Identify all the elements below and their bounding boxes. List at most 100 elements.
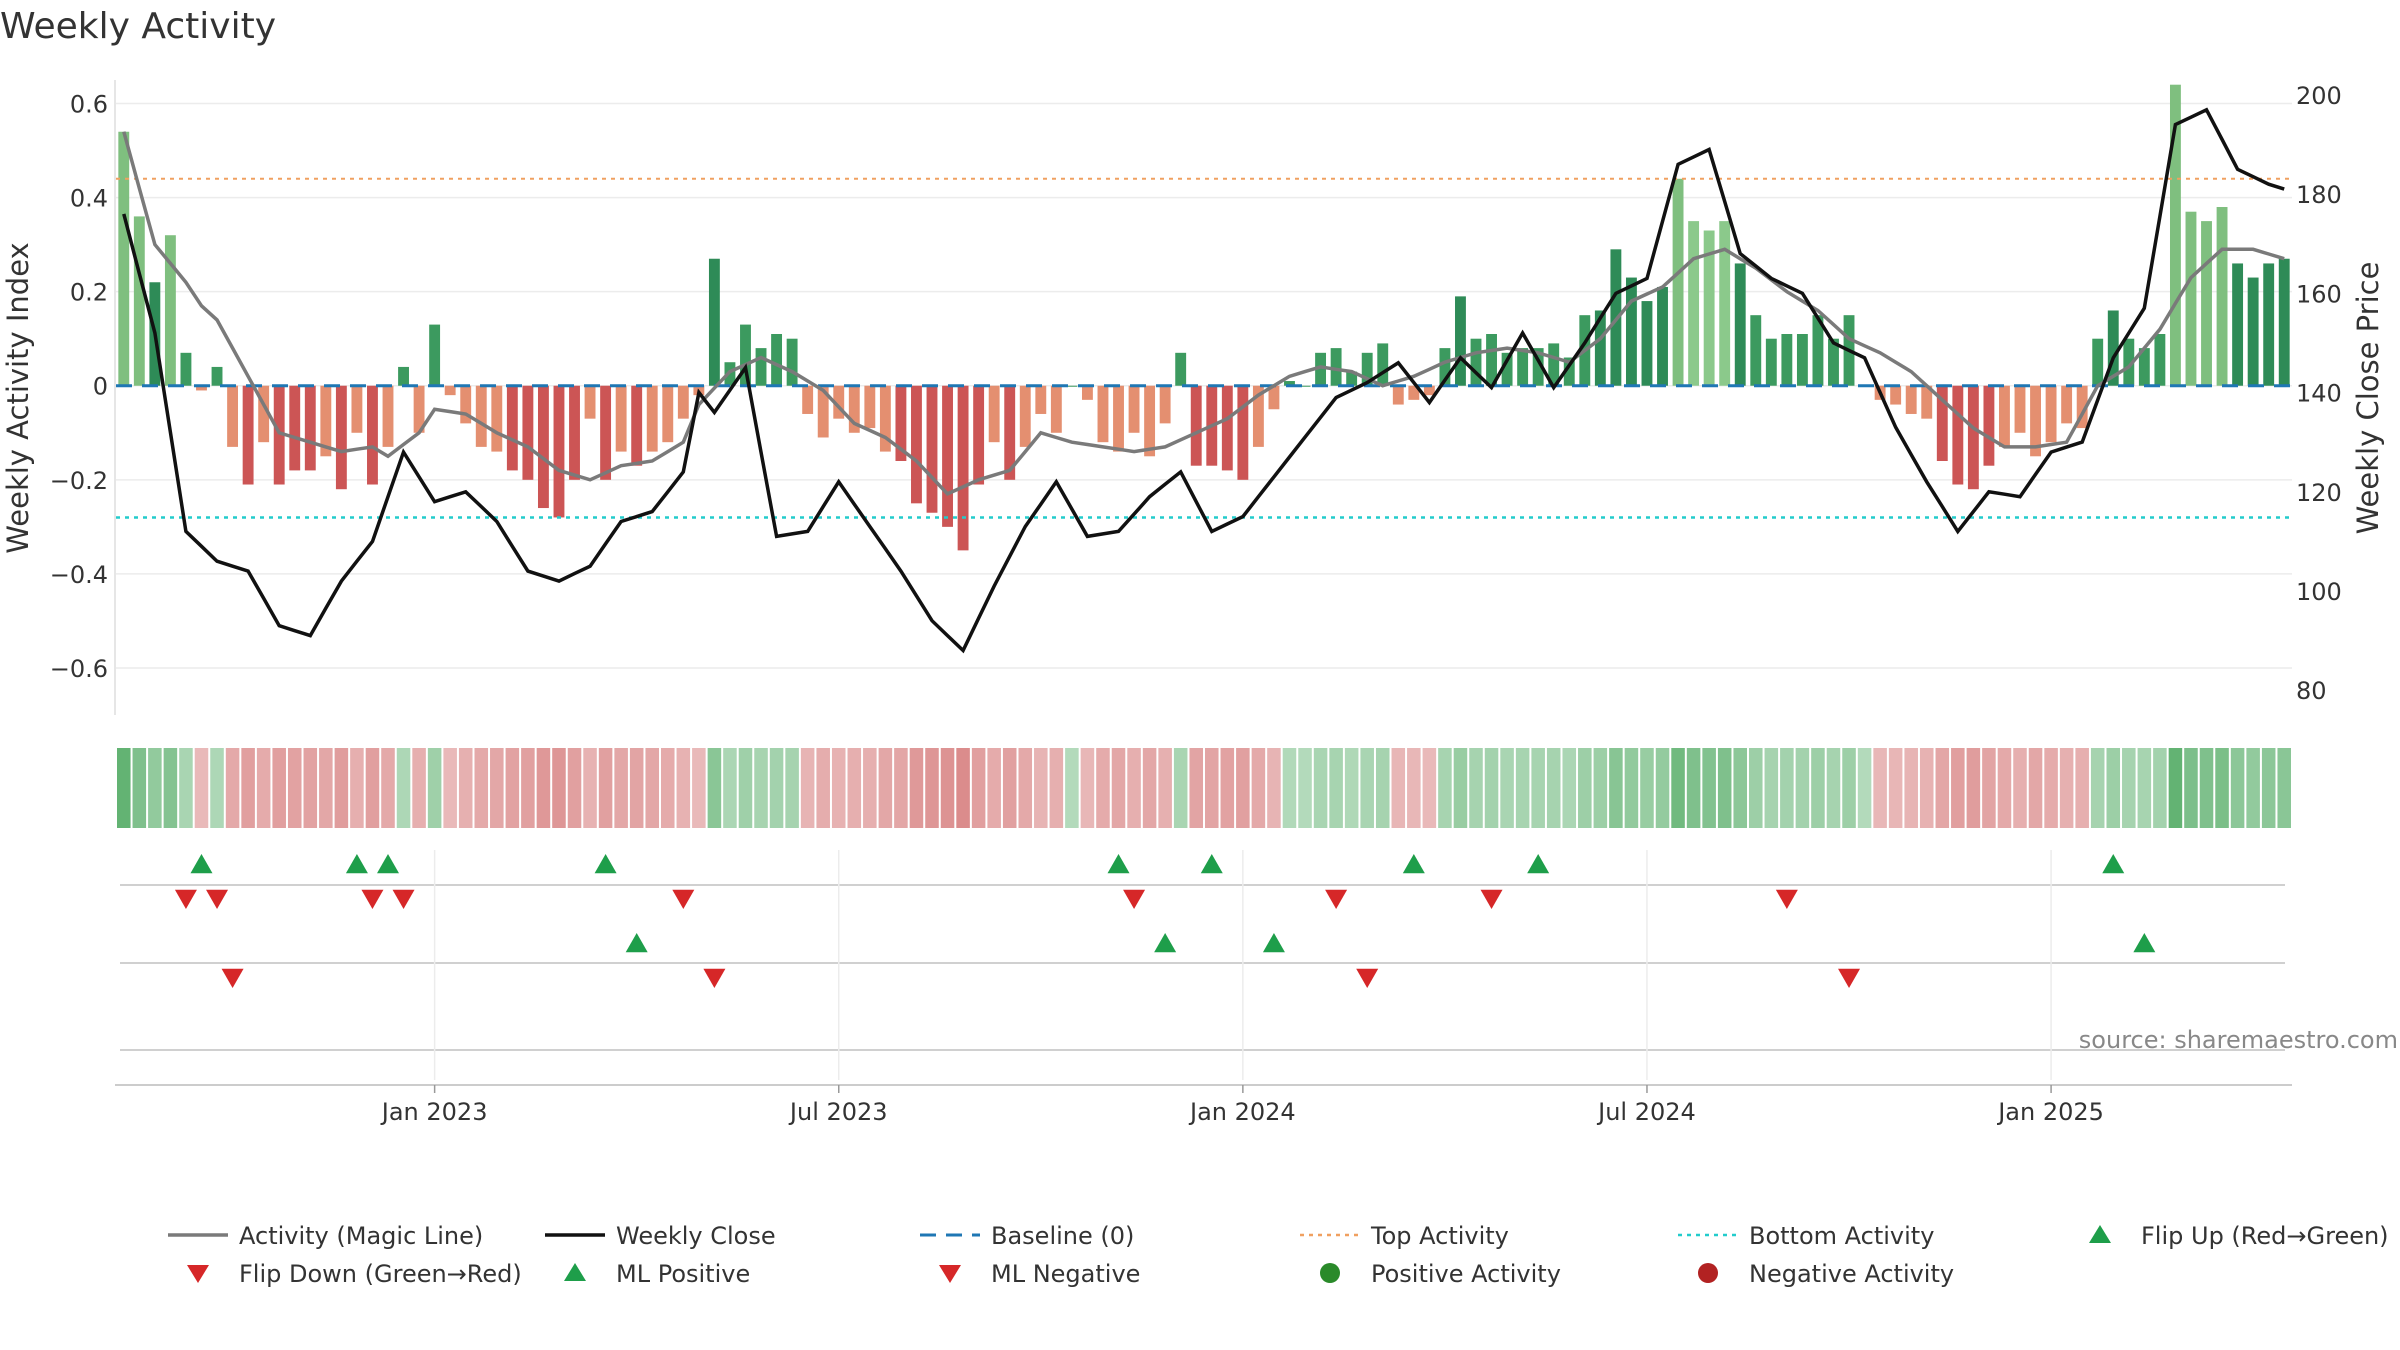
- activity-bar: [1330, 348, 1342, 386]
- heat-strip-cell: [1951, 748, 1965, 828]
- legend-swatch: [1698, 1263, 1718, 1283]
- flip-up-marker: [1527, 854, 1550, 874]
- x-tick-label: Jan 2025: [1996, 1098, 2104, 1126]
- heat-strip-cell: [583, 748, 597, 828]
- heat-strip-cell: [1811, 748, 1825, 828]
- activity-bar: [833, 385, 845, 419]
- heat-strip-cell: [1888, 748, 1903, 828]
- heat-strip-cell: [909, 748, 924, 828]
- heat-strip-cell: [1500, 748, 1514, 828]
- flip-down-marker: [392, 889, 415, 909]
- heat-strip-cell: [2215, 748, 2229, 828]
- heat-strip-cell: [1873, 748, 1887, 828]
- left-tick-label: −0.2: [50, 467, 108, 495]
- heat-strip-cell: [645, 748, 659, 828]
- weekly-close-series: [122, 107, 2285, 654]
- flip-up-marker: [190, 854, 213, 874]
- heat-strip-cell: [925, 748, 939, 828]
- activity-bar: [2092, 338, 2104, 386]
- activity-bar: [1921, 385, 1933, 419]
- activity-bar: [1548, 343, 1560, 386]
- heat-strip-cell: [878, 748, 893, 828]
- heat-strip-cell: [987, 748, 1001, 828]
- flip-up-marker: [345, 854, 368, 874]
- right-tick-label: 120: [2296, 479, 2342, 507]
- heat-strip-cell: [1391, 748, 1406, 828]
- activity-bar: [1517, 348, 1529, 386]
- activity-bar: [2247, 277, 2259, 386]
- activity-bar: [180, 352, 192, 386]
- left-tick-label: 0.6: [70, 91, 108, 119]
- heat-strip-cell: [1313, 748, 1328, 828]
- activity-bar: [2030, 385, 2041, 457]
- flip-up-marker: [1107, 854, 1130, 874]
- heat-strip-cell: [2199, 748, 2214, 828]
- activity-bar: [569, 385, 580, 480]
- activity-bar: [398, 366, 409, 386]
- heat-strip-cell: [1080, 748, 1095, 828]
- heat-strip-cell: [272, 748, 286, 828]
- activity-bar: [708, 258, 720, 386]
- activity-bar: [1641, 301, 1653, 386]
- activity-bar: [196, 385, 207, 391]
- heat-strip-cell: [1966, 748, 1981, 828]
- ml-positive-marker: [625, 933, 648, 953]
- activity-bar: [1190, 385, 1202, 466]
- heat-strip-cell: [567, 748, 582, 828]
- activity-bar: [957, 385, 969, 551]
- flip-down-marker: [1123, 889, 1146, 909]
- activity-bar: [1532, 348, 1544, 386]
- activity-bar: [1004, 385, 1016, 480]
- heat-strip-cell: [1158, 748, 1172, 828]
- chart-title: Weekly Activity: [0, 6, 276, 47]
- ml-negative-marker: [221, 968, 244, 988]
- heat-strip-cell: [1593, 748, 1608, 828]
- legend-swatch: [2089, 1225, 2111, 1243]
- activity-bar: [1657, 286, 1668, 386]
- activity-bar: [133, 216, 145, 386]
- heat-strip-cell: [552, 748, 566, 828]
- right-tick-label: 140: [2296, 380, 2342, 408]
- ml-positive-marker: [1262, 933, 1285, 953]
- activity-bar: [662, 385, 674, 443]
- activity-bar: [1750, 315, 1762, 386]
- activity-bar: [1159, 385, 1171, 424]
- heat-strip-cell: [614, 748, 628, 828]
- activity-bar: [1423, 385, 1435, 396]
- heat-strip-cell: [1671, 748, 1685, 828]
- activity-bar: [2169, 84, 2181, 386]
- legend-swatch: [564, 1263, 586, 1281]
- activity-bar: [817, 385, 829, 438]
- activity-bar: [506, 385, 518, 471]
- left-tick-label: −0.4: [50, 561, 108, 589]
- activity-bar: [2076, 385, 2088, 429]
- legend-item: Weekly Close: [545, 1222, 776, 1250]
- heat-strip-cell: [443, 748, 457, 828]
- activity-bar: [1999, 385, 2010, 447]
- heat-strip-cell: [1826, 748, 1841, 828]
- activity-bar: [1299, 385, 1311, 387]
- heat-strip-cell: [2168, 748, 2183, 828]
- legend-item: Top Activity: [1300, 1222, 1509, 1250]
- heat-strip-cell: [1205, 748, 1219, 828]
- activity-bar: [879, 385, 891, 452]
- heat-strip-cell: [1438, 748, 1452, 828]
- heat-strip-cell: [1127, 748, 1141, 828]
- activity-bar: [2014, 385, 2026, 433]
- activity-bar: [1672, 178, 1684, 386]
- activity-bar: [1439, 348, 1451, 386]
- ml-positive-marker: [2133, 933, 2156, 953]
- activity-bar: [802, 385, 814, 414]
- activity-bar: [1812, 315, 1824, 386]
- heat-strip-cell: [2230, 748, 2245, 828]
- heat-strip-cell: [1780, 748, 1794, 828]
- left-axis-label: Weekly Activity Index: [1, 242, 35, 553]
- legend-item: ML Negative: [939, 1260, 1140, 1288]
- heat-strip-cell: [1251, 748, 1266, 828]
- activity-bar: [382, 385, 394, 447]
- heat-strip-cell: [365, 748, 380, 828]
- x-tick-label: Jul 2023: [788, 1098, 888, 1126]
- flip-up-marker: [594, 854, 617, 874]
- activity-bar: [1936, 385, 1948, 461]
- legend-label: ML Positive: [616, 1260, 750, 1288]
